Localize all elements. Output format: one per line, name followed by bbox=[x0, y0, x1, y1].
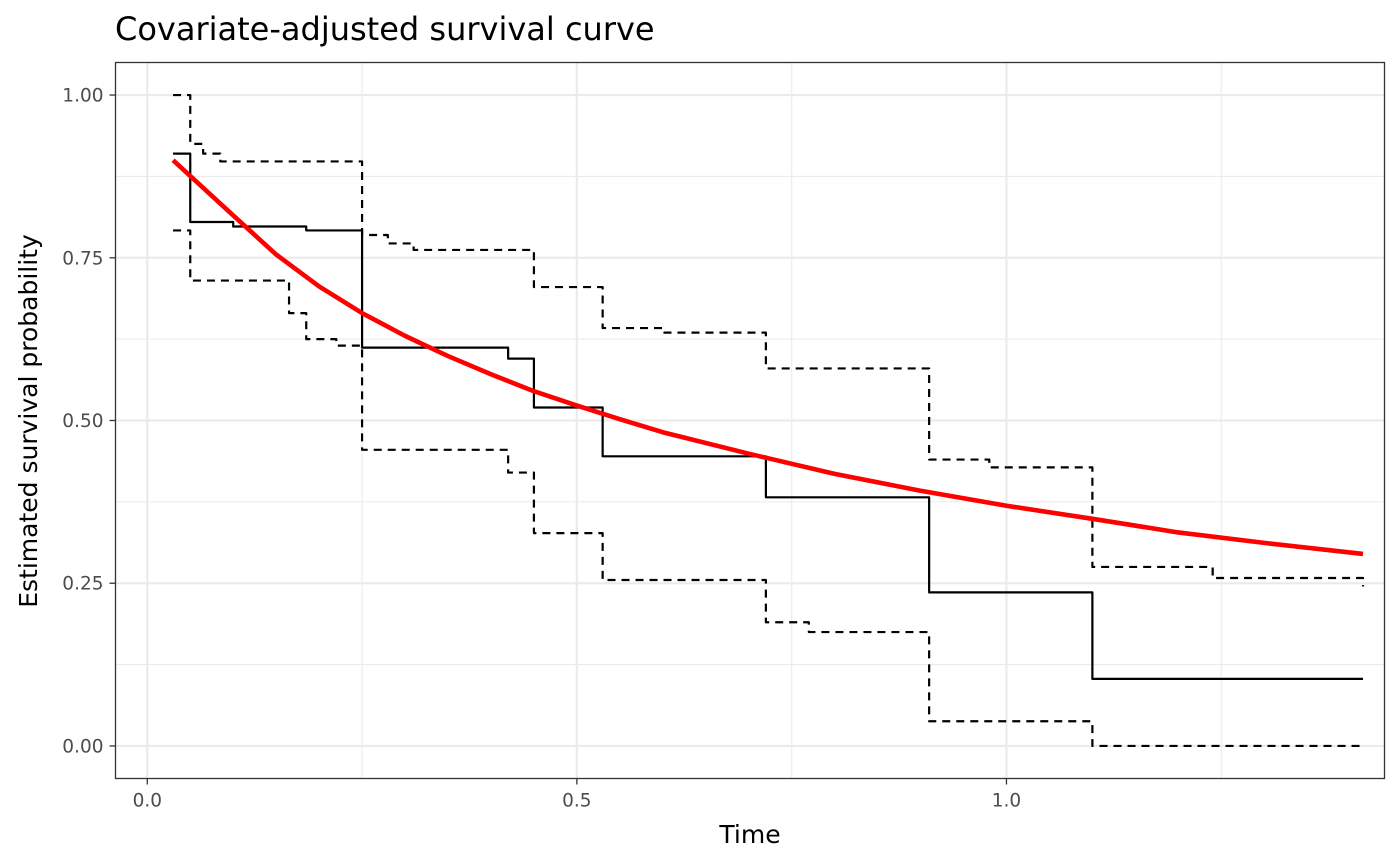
fitted-survival-curve bbox=[171, 158, 1364, 557]
y-tick-label: 1.00 bbox=[62, 86, 103, 107]
upper-confidence-band bbox=[173, 93, 1365, 587]
x-tick-label: 0.5 bbox=[562, 791, 591, 812]
y-tick-label: 0.00 bbox=[62, 736, 103, 757]
y-axis-title: Estimated survival probability bbox=[14, 234, 43, 608]
survival-estimate-step bbox=[173, 152, 1364, 681]
major-gridlines bbox=[115, 62, 1385, 779]
y-tick-label: 0.75 bbox=[62, 248, 103, 269]
lower-confidence-band bbox=[173, 229, 1364, 748]
y-axis: 0.00 0.25 0.50 0.75 1.00 bbox=[62, 86, 116, 757]
y-tick-label: 0.50 bbox=[62, 411, 103, 432]
x-tick-label: 0.0 bbox=[133, 791, 162, 812]
x-tick-label: 1.0 bbox=[992, 791, 1021, 812]
minor-gridlines bbox=[115, 62, 1385, 779]
series-layer bbox=[171, 93, 1365, 748]
y-tick-label: 0.25 bbox=[62, 574, 103, 595]
x-axis-title: Time bbox=[718, 820, 780, 849]
x-axis: 0.0 0.5 1.0 bbox=[133, 778, 1021, 812]
chart-title: Covariate-adjusted survival curve bbox=[115, 10, 655, 48]
